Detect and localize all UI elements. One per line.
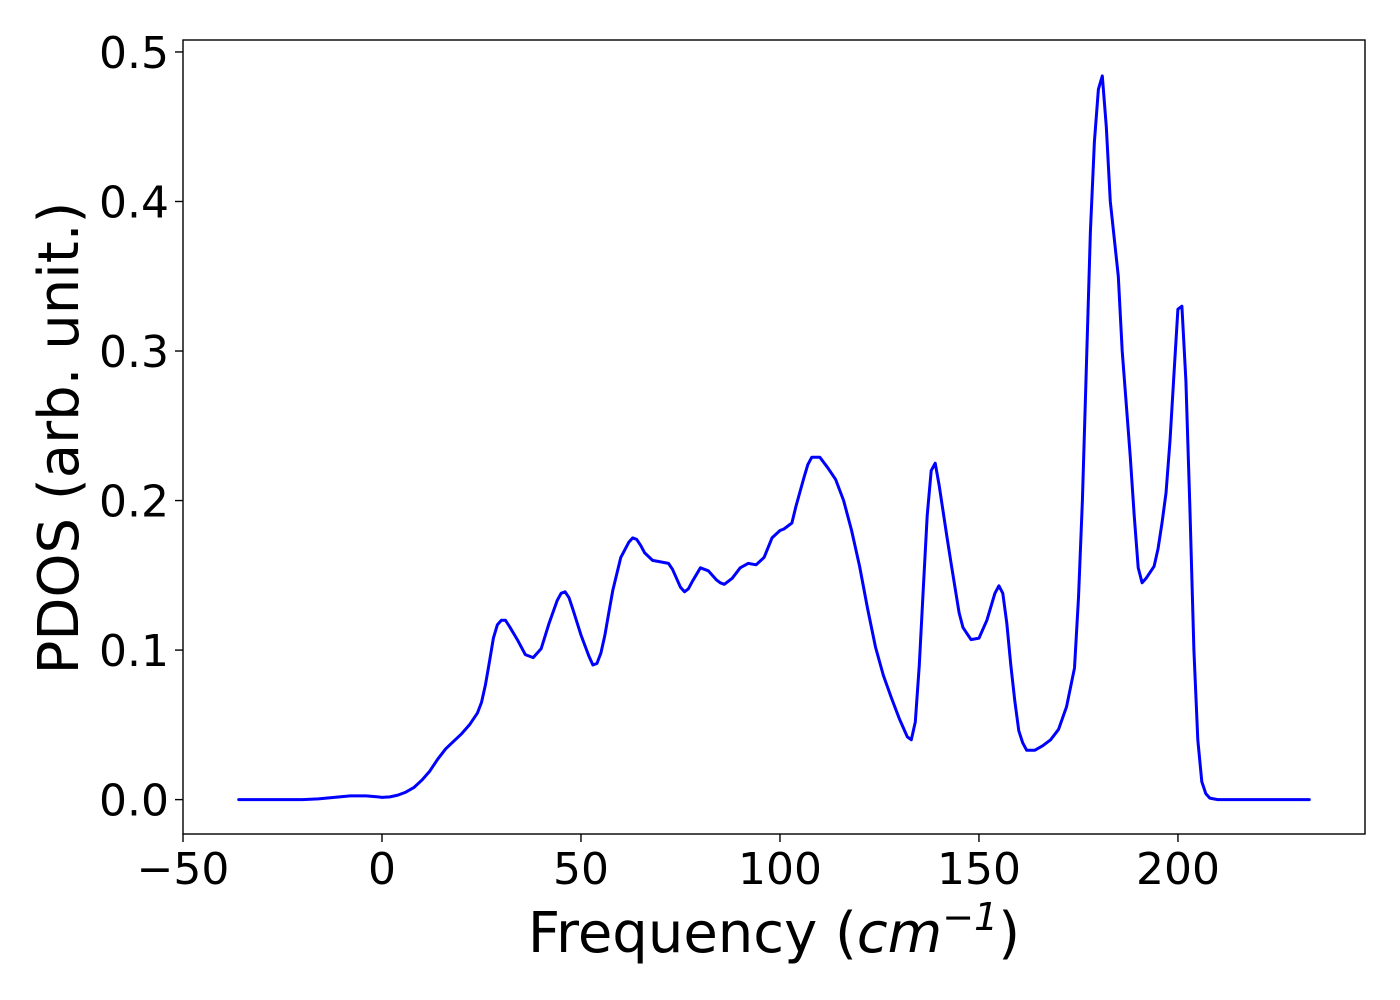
x-axis-label: Frequency (cm−1)	[528, 895, 1020, 966]
y-axis-label: PDOS (arb. unit.)	[27, 202, 92, 675]
y-tick-label: 0.4	[99, 177, 169, 228]
x-axis-label-unit: cm	[857, 901, 942, 966]
x-tick-label: 200	[1136, 844, 1220, 895]
x-axis-label-exponent: −1	[942, 895, 998, 939]
y-axis-ticks: 0.0 0.1 0.2 0.3 0.4 0.5	[99, 28, 183, 827]
x-axis-label-text: Frequency (	[528, 901, 857, 966]
y-tick-label: 0.2	[99, 477, 169, 528]
x-axis-ticks: −50 0 50 100 150 200	[137, 834, 1220, 895]
axes-frame	[182, 39, 1366, 835]
plot-area	[182, 39, 1366, 835]
x-tick-label: 50	[553, 844, 609, 895]
y-tick-label: 0.5	[99, 28, 169, 79]
x-tick-label: −50	[137, 844, 230, 895]
x-axis-label-close: )	[998, 901, 1020, 966]
x-tick-label: 150	[937, 844, 1021, 895]
y-tick-label: 0.3	[99, 327, 169, 378]
y-tick-label: 0.0	[99, 776, 169, 827]
pdos-series-line	[237, 74, 1311, 802]
x-tick-label: 100	[738, 844, 822, 895]
y-tick-label: 0.1	[99, 626, 169, 677]
x-tick-label: 0	[368, 844, 396, 895]
